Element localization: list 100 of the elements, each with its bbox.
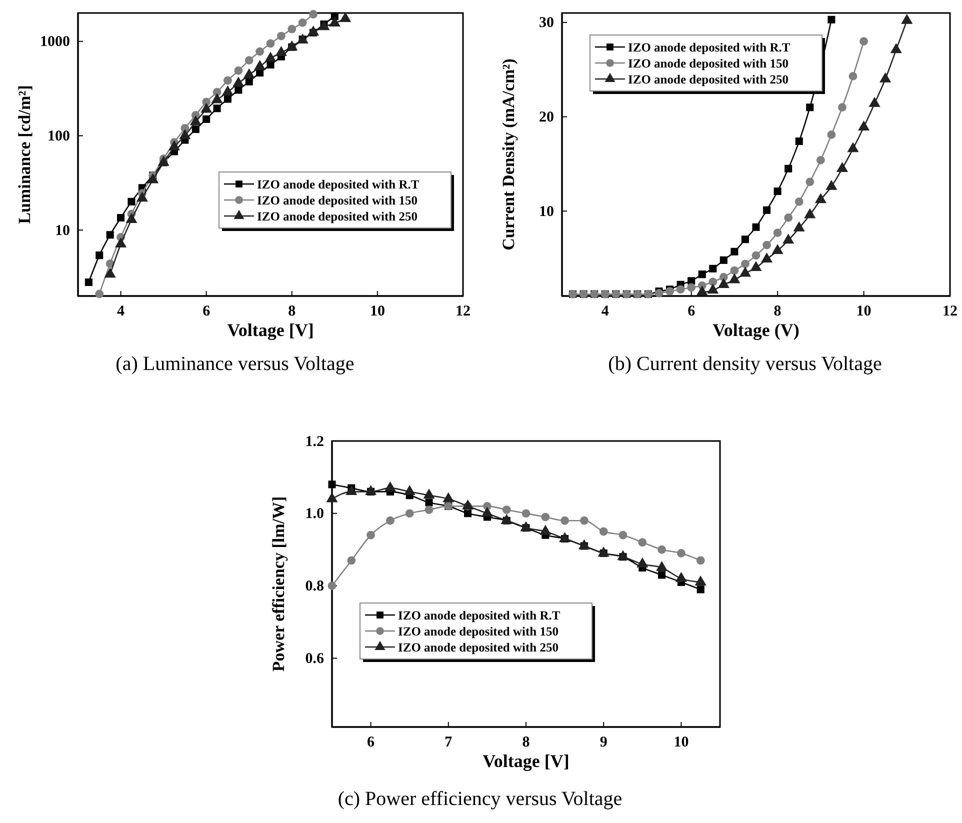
y-axis-title: Power efficiency [lm/W] [269,496,288,672]
y-tick-label: 1.0 [305,506,324,522]
point [774,188,782,196]
point [346,485,357,496]
point [126,213,138,223]
x-tick-label: 8 [774,304,782,320]
x-tick-label: 8 [288,304,296,320]
y-axis-title: Luminance [cd/m²] [15,85,34,224]
x-axis-title: Voltage [V] [482,751,570,771]
point [636,558,648,568]
point [276,46,287,56]
point [658,571,666,579]
x-tick-label: 10 [856,304,872,320]
point [598,546,610,557]
point [117,214,125,222]
point [580,516,588,525]
point [618,530,628,540]
point [340,12,351,22]
point [741,236,749,244]
point [244,56,254,65]
point [106,259,114,268]
point [264,52,276,62]
point [329,16,340,27]
point [784,164,792,172]
point [522,509,530,518]
point [309,10,318,18]
point [658,545,666,554]
point [901,14,912,24]
point [254,60,266,70]
point [695,576,706,586]
y-tick-label: 1000 [40,34,70,50]
point [202,115,210,123]
point [276,32,286,40]
point [795,138,803,146]
point [709,264,717,272]
point [384,482,396,492]
x-tick-label: 6 [688,304,696,320]
legend-label: IZO anode deposited with 150 [398,624,558,638]
point [836,162,848,172]
point [288,24,296,34]
point [804,208,816,218]
point [234,86,242,94]
y-tick-label: 100 [48,128,70,145]
x-tick-label: 7 [444,734,453,751]
legend-label: IZO anode deposited with 150 [257,194,418,208]
text: (c) Power efficiency versus Voltage [338,788,622,810]
point [224,95,232,103]
point [782,234,794,244]
point [794,222,805,232]
point [578,540,590,550]
point [696,586,704,594]
point [245,78,253,86]
x-axis-title: Voltage (V) [712,320,800,340]
point [826,180,838,190]
y-axis-title: Current Density (mA/cm²) [499,58,518,250]
legend-label: IZO anode deposited with R.T [257,178,420,192]
point [730,248,738,256]
point [286,40,298,50]
point [502,506,511,514]
x-tick-label: 12 [942,304,958,320]
point [741,260,750,268]
point [328,582,336,590]
point [676,285,685,294]
point [222,86,234,96]
point [95,290,104,298]
point [762,240,771,250]
point [211,93,223,104]
point [482,507,493,517]
point [366,530,376,540]
point [816,156,825,164]
point [541,512,550,522]
point [328,480,336,488]
point [815,193,826,204]
point [232,76,244,87]
point [106,231,114,239]
point [880,72,891,82]
x-tick-label: 6 [367,734,376,751]
point [890,43,902,54]
point [128,198,136,206]
point [347,556,356,565]
point [860,37,868,46]
y-tick-label: 10 [55,222,70,239]
point [740,266,751,277]
point [520,522,532,532]
point [147,174,158,184]
point [386,516,394,525]
point [404,485,416,496]
point [838,103,846,112]
x-tick-label: 4 [117,304,126,320]
point [136,192,148,202]
point [213,104,221,112]
y-tick-label: 0.6 [305,651,324,668]
point [827,130,836,139]
legend-label: IZO anode deposited with 250 [257,210,418,224]
y-tick-label: 10 [539,204,554,220]
x-axis-title: Voltage [V] [227,320,314,340]
point [96,252,104,260]
point [84,278,92,286]
point [244,68,255,78]
point [847,142,859,152]
